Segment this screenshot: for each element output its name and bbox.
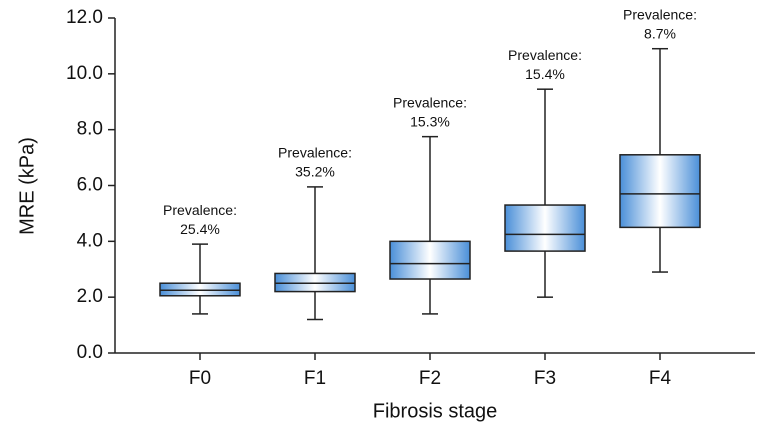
- y-tick-label: 12.0: [66, 7, 103, 28]
- annotation: Prevalence:: [163, 202, 237, 218]
- annotation: 15.4%: [525, 66, 565, 82]
- y-tick-label: 8.0: [77, 119, 103, 140]
- annotation: 25.4%: [180, 221, 220, 237]
- x-tick-label: F0: [189, 368, 211, 389]
- annotation: Prevalence:: [393, 94, 467, 110]
- x-axis-title: Fibrosis stage: [373, 400, 498, 422]
- box: [619, 154, 701, 229]
- y-axis-title: MRE (kPa): [16, 137, 38, 235]
- annotation: 35.2%: [295, 164, 335, 180]
- annotation: Prevalence:: [278, 145, 352, 161]
- box: [389, 240, 471, 280]
- x-tick-label: F1: [304, 368, 326, 389]
- x-tick-label: F4: [649, 368, 672, 389]
- annotation: 15.3%: [410, 113, 450, 129]
- x-tick-label: F2: [419, 368, 441, 389]
- box: [504, 204, 586, 252]
- y-tick-label: 2.0: [77, 286, 103, 307]
- annotation: 8.7%: [644, 25, 676, 41]
- y-tick-label: 0.0: [77, 342, 103, 363]
- y-tick-label: 6.0: [77, 175, 103, 196]
- annotation: Prevalence:: [508, 47, 582, 63]
- y-tick-label: 4.0: [77, 230, 103, 251]
- y-tick-label: 10.0: [66, 63, 103, 84]
- x-tick-label: F3: [534, 368, 556, 389]
- annotation: Prevalence:: [623, 6, 697, 22]
